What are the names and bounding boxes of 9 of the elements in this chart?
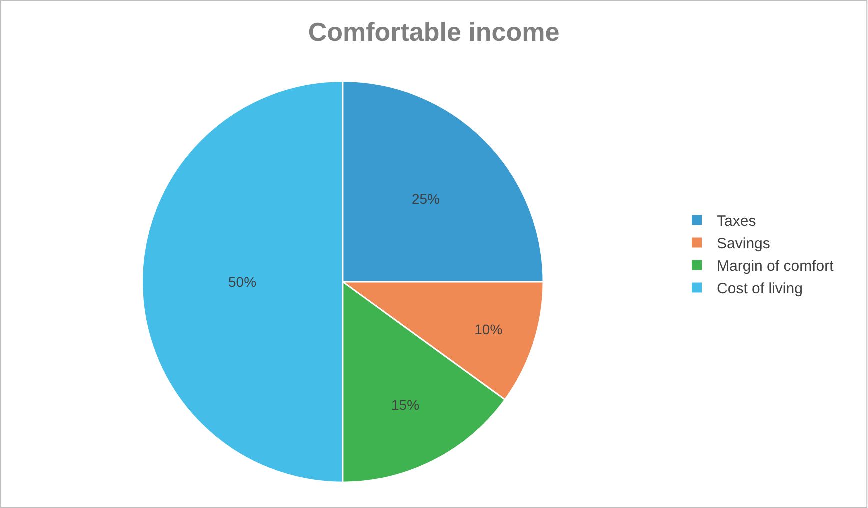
data-label: 10%	[474, 321, 503, 338]
legend-label: Margin of comfort	[717, 258, 835, 276]
data-label: 25%	[412, 190, 440, 207]
legend-label: Savings	[717, 236, 770, 253]
data-label: 50%	[228, 274, 257, 290]
chart-title: Comfortable income	[308, 17, 560, 48]
data-label: 15%	[392, 396, 420, 413]
legend-label: Cost of living	[717, 280, 803, 298]
legend-label: Taxes	[717, 213, 756, 230]
